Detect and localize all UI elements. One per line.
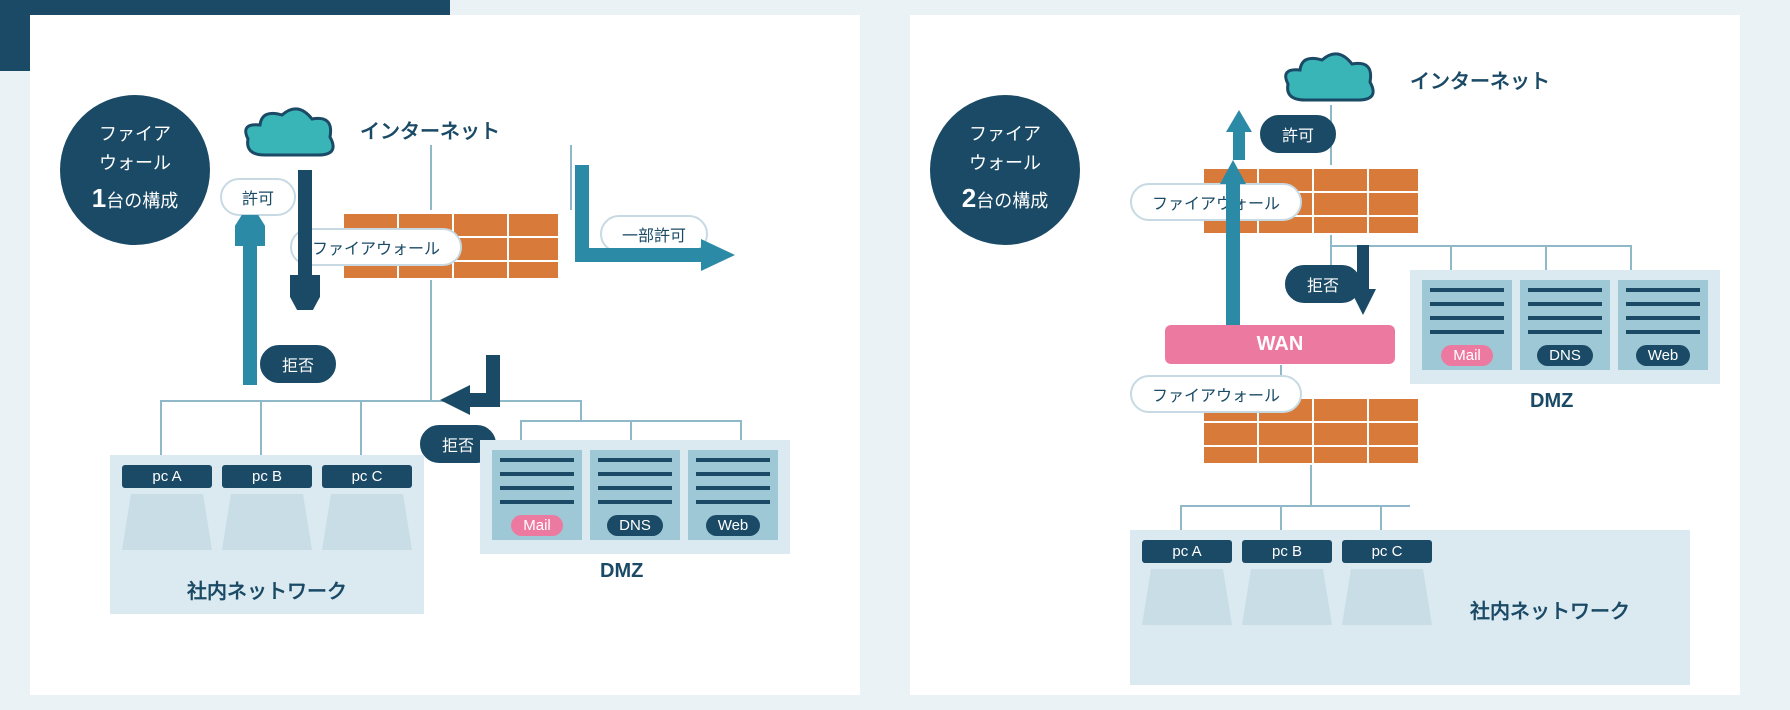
arrow-down-icon: [290, 170, 320, 310]
dmz-server-group: Mail DNS Web: [1410, 270, 1720, 384]
connector-line: [580, 400, 582, 420]
badge-count-line: 1台の構成: [92, 178, 178, 220]
laptop-body-icon: [322, 494, 412, 564]
arrow-deny-icon: [440, 355, 500, 425]
deny-pill: 拒否: [260, 345, 336, 383]
arrow-up-icon: [1220, 160, 1246, 335]
cloud-icon: [1280, 50, 1380, 110]
arrow-right-icon: [575, 165, 735, 275]
pc-label: pc A: [1142, 540, 1232, 563]
pc-label: pc B: [1242, 540, 1332, 563]
connector-line: [360, 400, 362, 460]
connector-line: [1180, 505, 1410, 507]
laptop-icon: pc B: [222, 465, 312, 564]
laptop-icon: pc C: [1342, 540, 1432, 639]
laptop-icon: pc A: [1142, 540, 1232, 639]
connector-line: [1310, 465, 1312, 505]
cloud-icon: [240, 105, 340, 165]
connector-line: [260, 400, 262, 460]
server-rack-icon: DNS: [590, 450, 680, 540]
internet-label: インターネット: [1410, 65, 1550, 94]
server-rack-icon: Web: [688, 450, 778, 540]
laptop-body-icon: [1342, 569, 1432, 639]
arrow-up-icon: [1226, 110, 1252, 160]
badge-line: ファイア: [969, 120, 1041, 149]
connector-line: [570, 145, 572, 210]
dmz-server-group: Mail DNS Web: [480, 440, 790, 554]
badge-line: 台の構成: [106, 191, 178, 211]
badge-line: ウォール: [969, 149, 1041, 178]
badge-line: ファイア: [99, 120, 171, 149]
server-tag: Mail: [511, 515, 563, 536]
pc-label: pc B: [222, 465, 312, 488]
laptop-icon: pc C: [322, 465, 412, 564]
arrow-down-icon: [1350, 245, 1376, 315]
badge-1fw: ファイア ウォール 1台の構成: [60, 95, 210, 245]
badge-line: 台の構成: [976, 191, 1048, 211]
laptop-body-icon: [1242, 569, 1332, 639]
server-tag: Web: [706, 515, 761, 536]
connector-line: [430, 280, 432, 400]
laptop-icon: pc A: [122, 465, 212, 564]
pc-group: pc A pc B pc C: [1130, 530, 1444, 649]
server-tag: Mail: [1441, 345, 1493, 366]
laptop-icon: pc B: [1242, 540, 1332, 639]
firewall-pill: ファイアウォール: [1130, 375, 1302, 413]
firewall-pill: ファイアウォール: [1130, 183, 1302, 221]
server-rack-icon: Web: [1618, 280, 1708, 370]
badge-count: 1: [92, 183, 106, 213]
permit-pill: 許可: [220, 178, 296, 216]
server-tag: DNS: [607, 515, 663, 536]
lan-label: 社内ネットワーク: [110, 575, 424, 604]
dmz-label: DMZ: [1530, 390, 1573, 413]
pc-group: pc A pc B pc C 社内ネットワーク: [110, 455, 424, 614]
pc-label: pc A: [122, 465, 212, 488]
laptop-body-icon: [122, 494, 212, 564]
badge-count-line: 2台の構成: [962, 178, 1048, 220]
laptop-body-icon: [222, 494, 312, 564]
wan-bar: WAN: [1165, 325, 1395, 364]
pc-label: pc C: [1342, 540, 1432, 563]
connector-line: [430, 145, 432, 210]
dmz-label: DMZ: [600, 560, 643, 583]
server-rack-icon: Mail: [492, 450, 582, 540]
badge-count: 2: [962, 183, 976, 213]
server-tag: DNS: [1537, 345, 1593, 366]
badge-2fw: ファイア ウォール 2台の構成: [930, 95, 1080, 245]
server-tag: Web: [1636, 345, 1691, 366]
internet-label: インターネット: [360, 115, 500, 144]
connector-line: [160, 400, 580, 402]
server-rack-icon: Mail: [1422, 280, 1512, 370]
laptop-body-icon: [1142, 569, 1232, 639]
server-rack-icon: DNS: [1520, 280, 1610, 370]
panel-dual-firewall: ファイア ウォール 2台の構成 インターネット 許可 ファイアウォール 拒否 W…: [910, 15, 1740, 695]
panel-single-firewall: ファイア ウォール 1台の構成 インターネット ファイアウォール 許可 拒否 一…: [30, 15, 860, 695]
lan-label: 社内ネットワーク: [1470, 595, 1630, 624]
pc-label: pc C: [322, 465, 412, 488]
badge-line: ウォール: [99, 149, 171, 178]
permit-pill: 許可: [1260, 115, 1336, 153]
connector-line: [160, 400, 162, 460]
